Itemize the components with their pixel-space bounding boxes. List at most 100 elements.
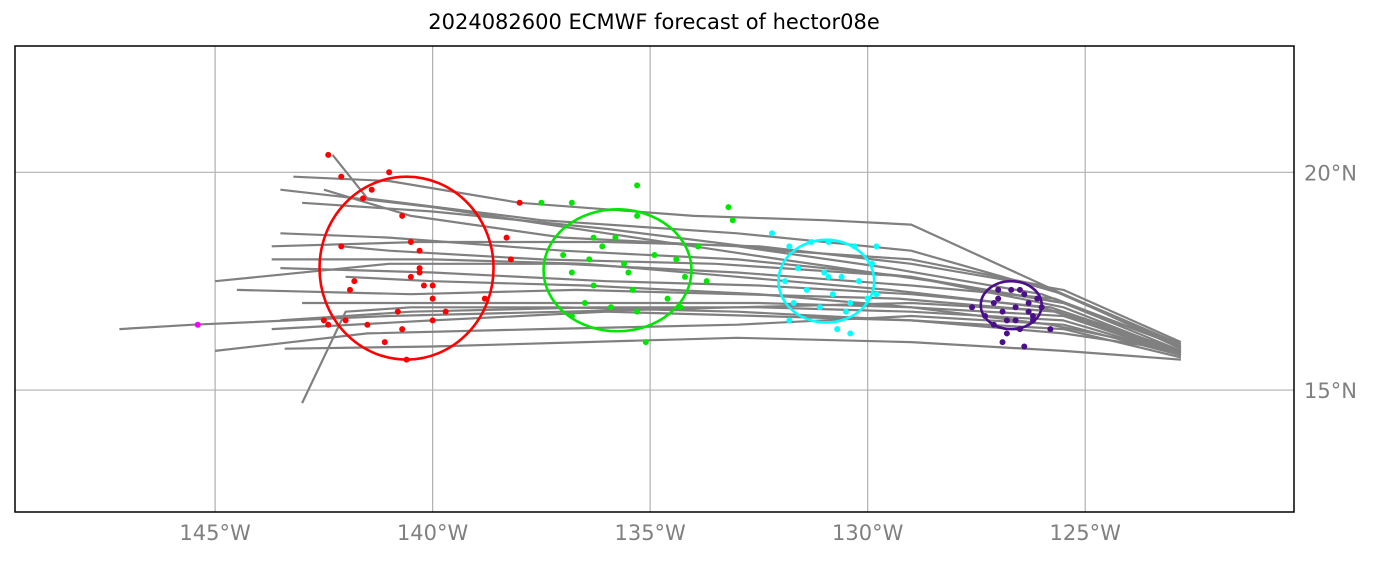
spread-ellipse-day3 (542, 208, 693, 333)
ensemble-track (280, 267, 1182, 352)
position-marker-day4 (442, 308, 449, 315)
position-marker-day1 (1025, 308, 1032, 315)
x-tick-label: 125°W (1050, 521, 1122, 545)
position-marker-day4 (325, 321, 332, 328)
position-marker-day4 (338, 243, 345, 250)
position-marker-day1 (990, 299, 997, 306)
position-marker-day4 (407, 238, 414, 245)
x-tick-labels: 145°W 140°W 135°W 130°W 125°W (179, 521, 1121, 545)
ensemble-track (284, 336, 1181, 361)
position-marker-day2 (834, 326, 841, 333)
position-marker-day2 (838, 273, 845, 280)
position-marker-day3 (673, 256, 680, 263)
position-marker-day2 (803, 286, 810, 293)
position-marker-day4 (429, 317, 436, 324)
position-marker-day2 (768, 230, 775, 237)
position-marker-day3 (642, 339, 649, 346)
position-marker-day4 (351, 278, 358, 285)
position-marker-day1 (999, 339, 1006, 346)
position-marker-day4 (346, 286, 353, 293)
position-marker-day5 (194, 321, 201, 328)
position-marker-day3 (621, 260, 628, 267)
position-marker-day3 (590, 234, 597, 241)
x-tick-label: 135°W (614, 521, 686, 545)
position-marker-day1 (1008, 286, 1015, 293)
position-marker-day1 (995, 286, 1002, 293)
ensemble-track (341, 245, 1182, 348)
position-marker-day3 (681, 273, 688, 280)
position-marker-day4 (381, 339, 388, 346)
position-marker-day3 (560, 252, 567, 259)
position-marker-day4 (429, 295, 436, 302)
position-marker-day4 (368, 186, 375, 193)
position-marker-day2 (786, 243, 793, 250)
position-marker-day3 (625, 269, 632, 276)
position-marker-day3 (729, 217, 736, 224)
position-marker-day3 (568, 269, 575, 276)
ensemble-track (271, 240, 1182, 344)
spread-ellipse-day4 (318, 175, 495, 361)
position-marker-day4 (503, 234, 510, 241)
position-marker-day4 (507, 256, 514, 263)
position-marker-day2 (873, 243, 880, 250)
position-marker-day1 (1047, 326, 1054, 333)
position-marker-day4 (320, 317, 327, 324)
position-marker-day4 (394, 308, 401, 315)
position-marker-day3 (590, 282, 597, 289)
position-marker-day3 (538, 199, 545, 206)
position-marker-day1 (1003, 317, 1010, 324)
position-marker-day2 (873, 291, 880, 298)
ensemble-track (280, 232, 1182, 355)
position-marker-day4 (338, 173, 345, 180)
position-marker-day3 (629, 286, 636, 293)
position-marker-day1 (1021, 343, 1028, 350)
position-marker-day1 (1029, 313, 1036, 320)
ensemble-track (280, 188, 1182, 352)
position-marker-day3 (634, 212, 641, 219)
position-marker-day4 (416, 269, 423, 276)
ensemble-tracks (119, 154, 1182, 404)
position-marker-day3 (599, 243, 606, 250)
position-marker-day3 (581, 299, 588, 306)
position-marker-day1 (1003, 330, 1010, 337)
position-marker-day2 (829, 291, 836, 298)
position-marker-day4 (416, 247, 423, 254)
position-marker-day3 (664, 295, 671, 302)
position-marker-day3 (607, 304, 614, 311)
position-marker-day2 (842, 308, 849, 315)
position-marker-day2 (855, 278, 862, 285)
position-marker-day4 (342, 317, 349, 324)
grid-lines (15, 46, 1294, 512)
position-marker-day3 (634, 182, 641, 189)
ensemble-track (293, 175, 1182, 350)
x-tick-label: 145°W (179, 521, 251, 545)
x-tick-label: 130°W (832, 521, 904, 545)
position-marker-day1 (995, 295, 1002, 302)
position-marker-day2 (782, 278, 789, 285)
position-marker-day4 (420, 282, 427, 289)
y-tick-labels: 15°N 20°N (1304, 161, 1357, 403)
position-marker-day4 (386, 169, 393, 176)
position-marker-day4 (399, 326, 406, 333)
position-marker-day3 (586, 256, 593, 263)
position-marker-day2 (825, 273, 832, 280)
spread-ellipse-day2 (777, 238, 876, 324)
position-marker-day2 (847, 299, 854, 306)
position-marker-day2 (847, 330, 854, 337)
position-marker-day2 (786, 317, 793, 324)
position-marker-day4 (364, 321, 371, 328)
plot-frame (14, 45, 1295, 513)
position-marker-day4 (481, 295, 488, 302)
position-marker-day4 (429, 282, 436, 289)
position-marker-day3 (725, 204, 732, 211)
position-marker-day4 (360, 195, 367, 202)
position-marker-day2 (795, 265, 802, 272)
position-marker-day3 (695, 243, 702, 250)
position-marker-day1 (1016, 286, 1023, 293)
position-marker-day4 (407, 273, 414, 280)
position-marker-day4 (399, 212, 406, 219)
ensemble-track (302, 301, 1182, 357)
position-marker-day4 (416, 265, 423, 272)
y-tick-label: 15°N (1304, 379, 1357, 403)
